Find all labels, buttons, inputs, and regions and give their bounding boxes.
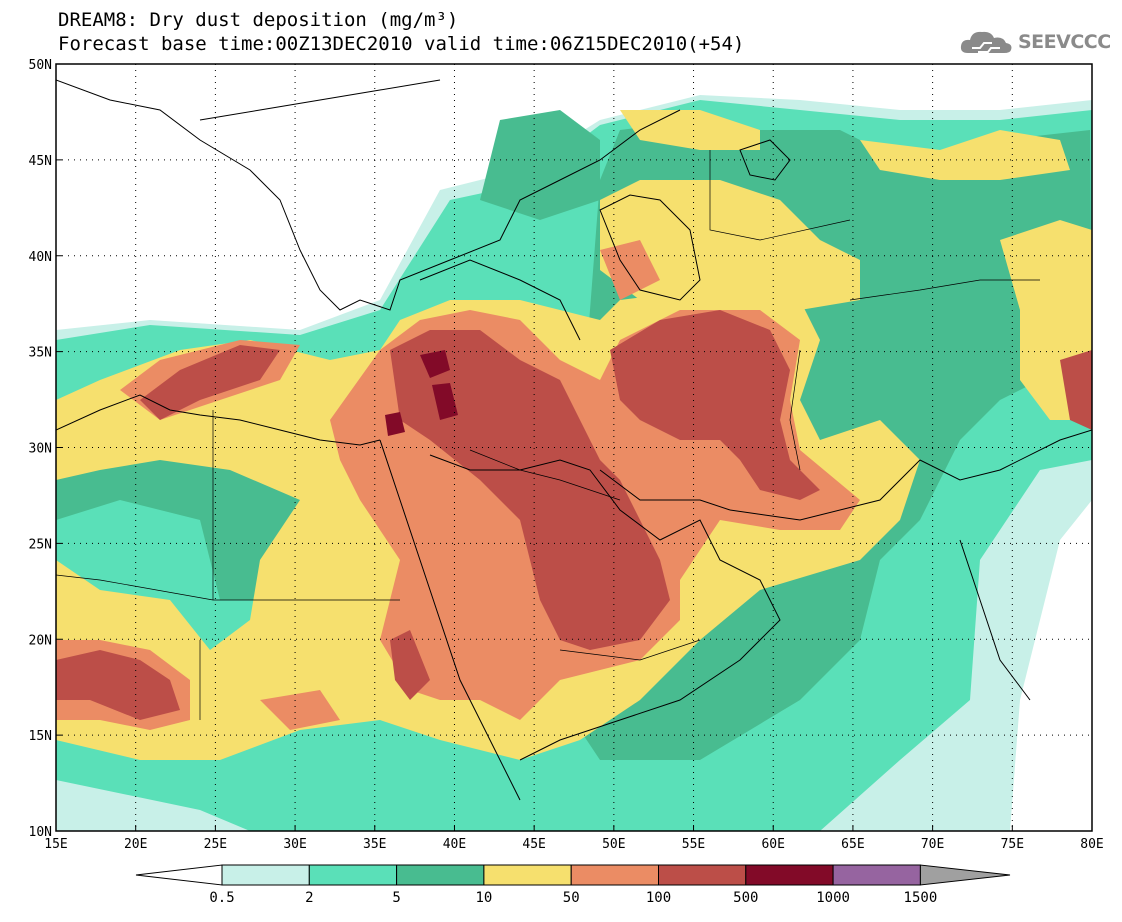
lat-tick-label: 45N [29, 154, 52, 169]
dust-field [56, 64, 1092, 831]
lat-tick-label: 10N [29, 825, 52, 840]
colorbar-under-arrow [135, 864, 223, 886]
country-borders [56, 150, 1040, 720]
colorbar-segment [745, 864, 834, 886]
lon-tick-label: 70E [921, 837, 944, 852]
dust-field-500-1000 [385, 350, 458, 436]
colorbar-over-arrow [919, 864, 1011, 886]
lon-tick-label: 50E [602, 837, 625, 852]
coastlines [56, 79, 1092, 801]
seevccc-logo: SEEVCCC [958, 24, 1111, 60]
forecast-time-subtitle: Forecast base time:00Z13DEC2010 valid ti… [58, 33, 745, 55]
colorbar-level-label: 1000 [816, 890, 850, 906]
colorbar-level-label: 500 [733, 890, 758, 906]
lon-tick-label: 20E [124, 837, 147, 852]
colorbar-level-label: 100 [646, 890, 671, 906]
lat-tick-label: 20N [29, 633, 52, 648]
lon-tick-label: 80E [1080, 837, 1103, 852]
colorbar-level-label: 50 [563, 890, 580, 906]
map-title: DREAM8: Dry dust deposition (mg/m³) [58, 9, 459, 31]
colorbar-segment [570, 864, 660, 886]
colorbar-level-label: 2 [305, 890, 313, 906]
lat-tick-label: 15N [29, 729, 52, 744]
colorbar-level-label: 0.5 [209, 890, 234, 906]
lon-tick-label: 55E [682, 837, 705, 852]
colorbar-level-label: 5 [392, 890, 400, 906]
cloud-icon [960, 31, 1012, 53]
lon-tick-label: 15E [44, 837, 67, 852]
lon-tick-label: 30E [283, 837, 306, 852]
lat-tick-label: 35N [29, 346, 52, 361]
colorbar: 0.5 2 5 10 50 100 500 1000 1500 [135, 864, 1011, 906]
colorbar-segment [832, 864, 921, 886]
axis-ticks: 15E 20E 25E 30E 35E 40E 45E 50E 55E 60E 65E 70E 75E 8… [29, 58, 1104, 852]
lat-tick-label: 25N [29, 537, 52, 552]
lon-tick-label: 25E [204, 837, 227, 852]
logo-text: SEEVCCC [1018, 31, 1111, 53]
colorbar-level-label: 1500 [904, 890, 938, 906]
lat-tick-label: 30N [29, 442, 52, 457]
colorbar-level-label: 10 [475, 890, 492, 906]
lon-tick-label: 60E [761, 837, 784, 852]
colorbar-segment [396, 864, 485, 886]
colorbar-segment [221, 864, 310, 886]
lon-tick-label: 65E [841, 837, 864, 852]
dust-field-100-500 [56, 310, 1092, 720]
lon-tick-label: 45E [522, 837, 545, 852]
colorbar-segment [658, 864, 747, 886]
colorbar-segment [308, 864, 398, 886]
lon-tick-label: 40E [443, 837, 466, 852]
lat-tick-label: 40N [29, 250, 52, 265]
lon-tick-label: 35E [363, 837, 386, 852]
lat-tick-label: 50N [29, 58, 52, 73]
colorbar-segment [483, 864, 572, 886]
lon-tick-label: 75E [1001, 837, 1024, 852]
